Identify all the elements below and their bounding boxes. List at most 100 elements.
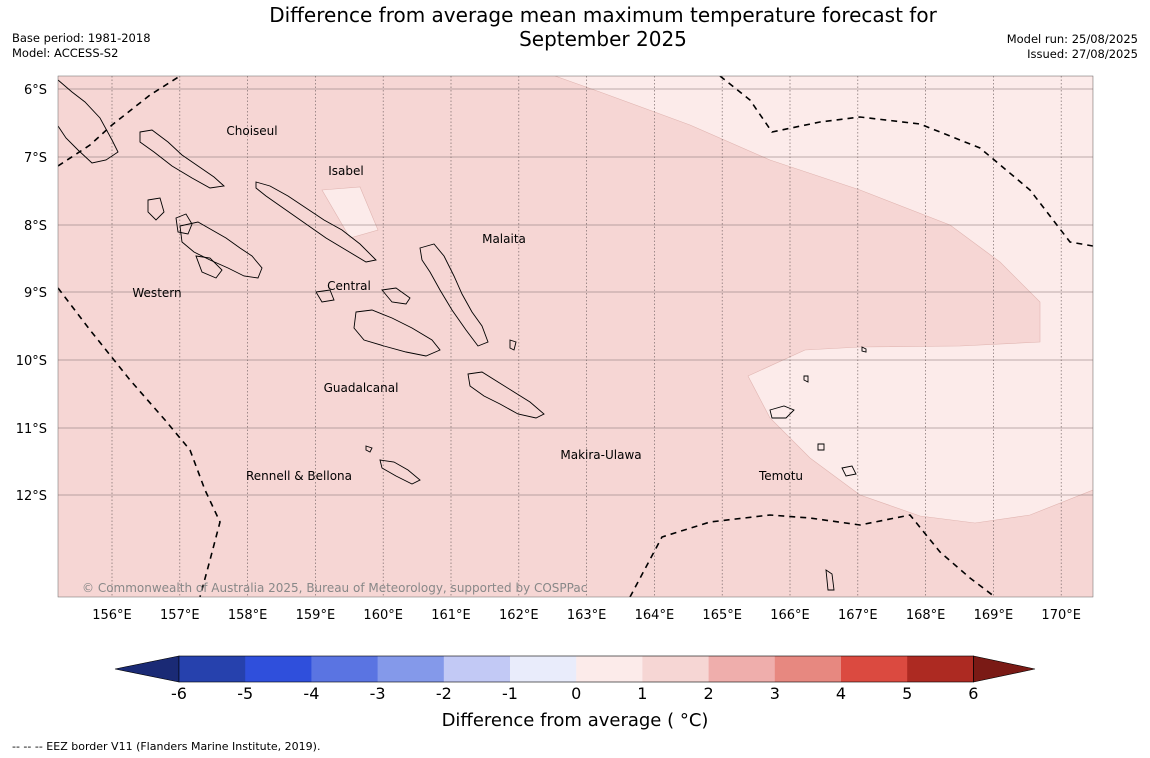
- island-ulawa: [509, 339, 517, 351]
- province-label: Makira-Ulawa: [560, 448, 641, 462]
- latitude-labels: 6°S 7°S 8°S 9°S 10°S 11°S 12°S: [16, 83, 47, 504]
- province-labels: Choiseul Isabel Malaita Western Central Guada…: [132, 124, 803, 483]
- island-rendova: [195, 255, 223, 279]
- latitude-label: 12°S: [16, 489, 47, 504]
- title-line-1: Difference from average mean maximum tem…: [269, 3, 937, 27]
- province-label: Isabel: [328, 164, 363, 178]
- colorbar-tick-label: -5: [237, 684, 254, 703]
- island-rennell: [379, 459, 421, 485]
- latitude-label: 7°S: [24, 151, 47, 166]
- latitude-label: 8°S: [24, 219, 47, 234]
- longitude-label: 166°E: [770, 608, 810, 623]
- longitude-label: 156°E: [92, 608, 132, 623]
- longitude-label: 157°E: [160, 608, 200, 623]
- colorbar-segment: [642, 656, 710, 682]
- island-ranongga: [147, 197, 165, 221]
- eez-border-north: [58, 76, 181, 167]
- colorbar-tick-label: 6: [968, 684, 979, 703]
- eez-border-east: [719, 76, 1093, 247]
- colorbar-tick-label: -6: [171, 684, 187, 703]
- longitude-label: 168°E: [906, 608, 946, 623]
- colorbar-segment: [841, 656, 908, 682]
- longitude-label: 163°E: [567, 608, 607, 623]
- longitude-label: 164°E: [635, 608, 675, 623]
- island-utupua: [817, 443, 825, 451]
- map-canvas: Choiseul Isabel Malaita Western Central Guada…: [16, 75, 1094, 683]
- colorbar-tick-label: -1: [502, 684, 518, 703]
- province-label: Malaita: [482, 232, 526, 246]
- longitude-label: 169°E: [974, 608, 1014, 623]
- province-label: Guadalcanal: [324, 381, 399, 395]
- map-area: [58, 76, 1093, 597]
- island-ndende: [769, 405, 795, 419]
- eez-border-south: [629, 514, 996, 597]
- colorbar-segment: [443, 656, 511, 682]
- longitude-label: 165°E: [702, 608, 742, 623]
- longitude-label: 161°E: [431, 608, 471, 623]
- colorbar-segment: [311, 656, 379, 682]
- longitude-label: 167°E: [838, 608, 878, 623]
- island-choiseul: [139, 129, 226, 189]
- colorbar-tick-label: -3: [369, 684, 386, 703]
- island-vella-lavella: [175, 213, 193, 235]
- island-reef-islands: [803, 375, 809, 383]
- colorbar-segment: [510, 656, 577, 682]
- base-period: Base period: 1981-2018: [12, 31, 151, 45]
- longitude-label: 160°E: [363, 608, 403, 623]
- eez-border-west: [58, 287, 221, 597]
- colorbar-tick-label: -4: [303, 684, 320, 703]
- latitude-label: 9°S: [24, 286, 47, 301]
- island-bellona: [365, 445, 373, 453]
- issued-date: Issued: 27/08/2025: [1027, 47, 1138, 61]
- eez-legend-note: -- -- -- EEZ border V11 (Flanders Marine…: [12, 740, 321, 753]
- latitude-label: 11°S: [16, 422, 47, 437]
- title-line-2: September 2025: [519, 27, 687, 51]
- longitude-label: 159°E: [296, 608, 336, 623]
- colorbar-segment: [774, 656, 842, 682]
- colorbar-outline: [178, 655, 974, 683]
- latitude-label: 6°S: [24, 83, 47, 98]
- colorbar-extend-low: [114, 655, 180, 683]
- island-new-georgia: [179, 221, 263, 279]
- colorbar-extend-high: [973, 655, 1036, 683]
- island-guadalcanal: [353, 309, 441, 357]
- colorbar-segment: [907, 656, 974, 682]
- island-malaita: [419, 243, 489, 347]
- province-label: Choiseul: [226, 124, 277, 138]
- province-label: Rennell & Bellona: [246, 469, 352, 483]
- colorbar-tick-label: 0: [571, 684, 582, 703]
- colorbar: [114, 655, 1036, 683]
- latitude-label: 10°S: [16, 354, 47, 369]
- colorbar-segment: [576, 656, 643, 682]
- colorbar-title: Difference from average ( °C): [441, 710, 709, 731]
- model-name: Model: ACCESS-S2: [12, 46, 119, 60]
- colorbar-segment: [179, 656, 246, 682]
- colorbar-tick-label: 2: [703, 684, 714, 703]
- metadata-right: Model run: 25/08/2025 Issued: 27/08/2025: [1007, 32, 1138, 62]
- colorbar-tick-label: 3: [769, 684, 780, 703]
- anomaly-0-to-1-region-ne: [554, 76, 1093, 524]
- island-bougainville: [58, 79, 119, 164]
- province-label: Central: [327, 279, 371, 293]
- colorbar-tick-label: 1: [637, 684, 648, 703]
- model-run: Model run: 25/08/2025: [1006, 32, 1138, 46]
- province-label: Temotu: [758, 469, 803, 483]
- island-vanikoro: [841, 465, 857, 477]
- colorbar-tick-label: -2: [435, 684, 452, 703]
- metadata-left: Base period: 1981-2018 Model: ACCESS-S2: [12, 31, 151, 61]
- map-title: Difference from average mean maximum tem…: [0, 3, 1150, 51]
- island-tikopia: [861, 346, 867, 353]
- colorbar-segment: [245, 656, 312, 682]
- colorbar-tick-label: 4: [835, 684, 847, 703]
- island-florida: [381, 287, 411, 305]
- island-russell: [315, 289, 335, 303]
- colorbar-segment: [377, 656, 445, 682]
- copyright-notice: © Commonwealth of Australia 2025, Bureau…: [82, 581, 587, 595]
- province-label: Western: [132, 286, 181, 300]
- colorbar-tick-label: 5: [902, 684, 913, 703]
- longitude-labels: 156°E 157°E 158°E 159°E 160°E 161°E 162°E 163°E…: [92, 608, 1081, 623]
- colorbar-segment: [708, 656, 776, 682]
- longitude-label: 162°E: [499, 608, 539, 623]
- eez-borders: [58, 76, 1093, 597]
- island-anuta: [825, 569, 835, 591]
